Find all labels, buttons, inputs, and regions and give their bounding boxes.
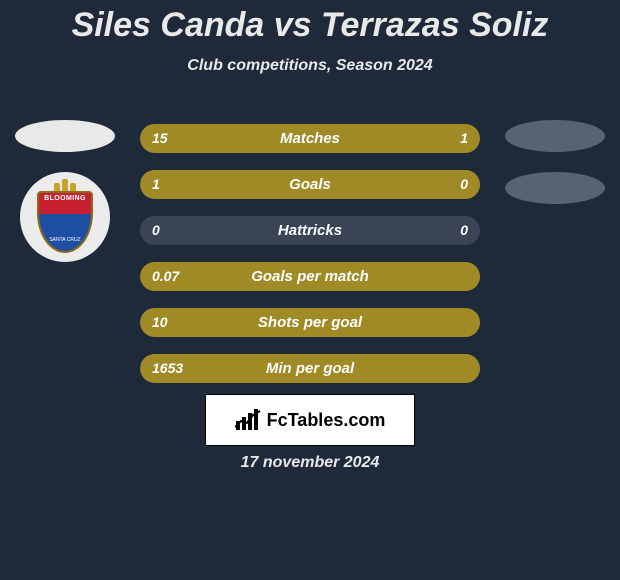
left-player-column: BLOOMING SANTA CRUZ <box>10 120 120 262</box>
stat-label: Min per goal <box>140 354 480 383</box>
stat-row: Matches15 1 <box>140 124 480 153</box>
stat-label: Goals per match <box>140 262 480 291</box>
stat-row: Hattricks0 0 <box>140 216 480 245</box>
stat-left-value: 15 <box>152 124 168 153</box>
stats-bars: Matches151Goals10Hattricks00Goals per ma… <box>140 124 480 383</box>
brand-text: FcTables.com <box>267 410 386 431</box>
stat-right-value: 0 <box>460 170 468 199</box>
date-text: 17 november 2024 <box>0 454 620 472</box>
player-left-ellipse <box>15 120 115 152</box>
shield-label: BLOOMING <box>37 195 93 202</box>
stat-label: Matches <box>140 124 480 153</box>
page-subtitle: Club competitions, Season 2024 <box>0 57 620 75</box>
stat-label: Goals <box>140 170 480 199</box>
shield-icon: BLOOMING SANTA CRUZ <box>37 181 93 253</box>
club-right-ellipse <box>505 172 605 204</box>
stat-left-value: 0.07 <box>152 262 179 291</box>
stat-row: Shots per goal10 <box>140 308 480 337</box>
stat-right-value: 0 <box>460 216 468 245</box>
stat-right-value: 1 <box>460 124 468 153</box>
stat-left-value: 10 <box>152 308 168 337</box>
stat-row: Min per goal1653 <box>140 354 480 383</box>
right-player-column <box>500 120 610 204</box>
page-root: Siles Canda vs Terrazas Soliz Club compe… <box>0 0 620 580</box>
stat-row: Goals per match0.07 <box>140 262 480 291</box>
stat-left-value: 1653 <box>152 354 183 383</box>
crown-icon <box>51 179 79 191</box>
stat-label: Shots per goal <box>140 308 480 337</box>
stat-left-value: 1 <box>152 170 160 199</box>
brand-box[interactable]: FcTables.com <box>205 394 415 446</box>
chart-icon <box>235 409 261 431</box>
stat-label: Hattricks <box>140 216 480 245</box>
stat-left-value: 0 <box>152 216 160 245</box>
player-right-ellipse <box>505 120 605 152</box>
shield-sub: SANTA CRUZ <box>37 237 93 243</box>
page-title: Siles Canda vs Terrazas Soliz <box>0 0 620 45</box>
stat-row: Goals1 0 <box>140 170 480 199</box>
club-badge-left: BLOOMING SANTA CRUZ <box>20 172 110 262</box>
